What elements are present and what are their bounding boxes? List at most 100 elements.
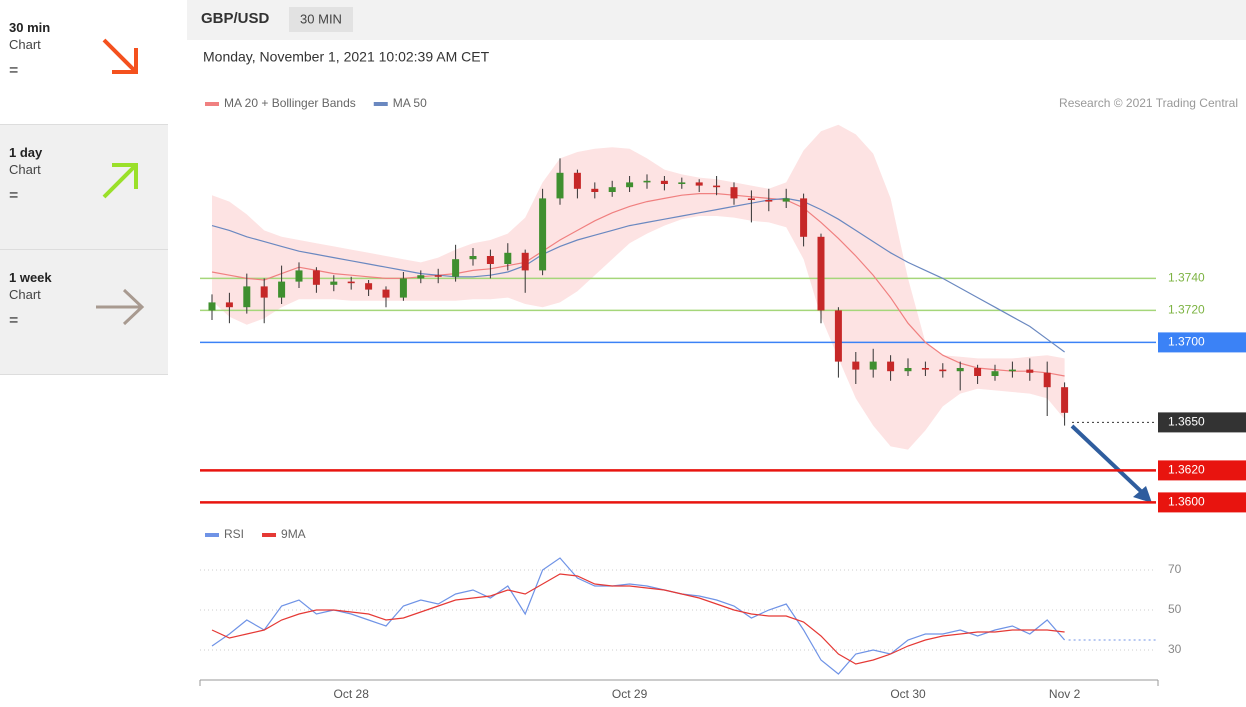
candle-body [312,270,320,285]
level-label: 1.3650 [1168,415,1205,429]
level-badge [1158,492,1246,513]
credit: Research © 2021 Trading Central [1059,96,1238,110]
candle-body [591,188,599,192]
candle-body [626,182,634,188]
interval-badge [289,7,353,32]
level-badge [1158,460,1246,481]
bollinger-band [212,124,1065,450]
candle-body [747,198,755,200]
candle-body [399,278,407,298]
candle-body [225,302,233,308]
candle-body [939,369,947,372]
candle-body [852,361,860,370]
legend-swatch [205,533,219,537]
legend-label: MA 20 + Bollinger Bands [224,96,356,110]
candle-body [539,198,547,271]
candle-body [695,182,703,186]
label: Chart [9,162,41,177]
level-badge [1158,332,1246,353]
candle-body [365,283,373,290]
header-bar [187,0,1246,40]
sidebar: 30 min Chart = 1 day Chart = 1 week Char… [0,0,168,375]
moving-average [211,197,1065,353]
candle-body [904,368,912,372]
x-tick-label: Oct 30 [890,687,926,701]
candle-body [782,198,790,202]
candle-body [208,302,216,311]
candle-body [887,361,895,372]
symbol: = [9,312,19,329]
legend-label: MA 50 [393,96,427,110]
level-badge [1158,412,1246,433]
candle-body [991,371,999,376]
candle-body [643,180,651,183]
candle-body [278,281,286,298]
moving-average [211,193,1065,377]
timeframe-item[interactable]: 1 day Chart = [0,125,168,250]
candle-body [469,256,477,260]
level-label: 1.3740 [1168,271,1205,285]
candle-body [1043,372,1051,388]
candle-body [921,368,929,370]
pair: GBP/USD [201,10,270,27]
candle-body [974,368,982,376]
rsi-line [211,557,1066,675]
level-label: 1.3600 [1168,495,1205,509]
arrow-up-icon [102,163,138,199]
candle-body [1008,369,1016,372]
candle-body [486,256,494,264]
candle-body [956,368,964,372]
candle-body [1026,369,1034,373]
level-label: 1.3720 [1168,303,1205,317]
forecast-arrow [1070,424,1148,498]
period: 1 day [9,145,43,160]
period: 30 min [9,20,51,35]
symbol: = [9,62,19,79]
period: 1 week [9,270,52,285]
arrow-down-icon [102,38,138,74]
candle-body [295,270,303,282]
y-tick-label: 30 [1168,642,1182,656]
candle-body [521,252,529,271]
candle-body [556,172,564,199]
candle-body [1061,387,1069,413]
candle-body [869,361,877,370]
candle-body [817,236,825,311]
symbol: = [9,187,19,204]
forecast-arrowhead [1133,486,1152,503]
legend-swatch [262,533,277,537]
candle-body [417,275,425,279]
arrow-right-icon [96,288,145,326]
level-label: 1.3700 [1168,335,1205,349]
legend-swatch [373,102,388,106]
legend-swatch [205,102,219,106]
candle-body [347,281,355,284]
candle-body [834,310,842,362]
x-tick-label: Nov 2 [1049,687,1081,701]
candle-body [730,187,738,199]
label: Chart [9,37,41,52]
x-tick-label: Oct 29 [612,687,648,701]
timeframe-item[interactable]: 1 week Chart = [0,250,168,375]
timeframe-item[interactable]: 30 min Chart = [0,0,168,125]
legend-label: RSI [224,527,244,541]
candle-body [660,180,668,184]
candle-body [678,182,686,184]
level-label: 1.3620 [1168,463,1205,477]
candle-body [800,198,808,237]
legend-label: 9MA [281,527,306,541]
candle-body [504,252,512,264]
label: Chart [9,287,41,302]
y-tick-label: 70 [1168,562,1182,576]
interval: 30 MIN [300,11,342,26]
candle-body [243,286,251,308]
y-tick-label: 50 [1168,602,1182,616]
candle-body [765,200,773,202]
candle-body [573,172,581,189]
candle-body [260,286,268,298]
candle-body [713,185,721,188]
candle-body [382,289,390,298]
rsi-line [211,573,1065,665]
